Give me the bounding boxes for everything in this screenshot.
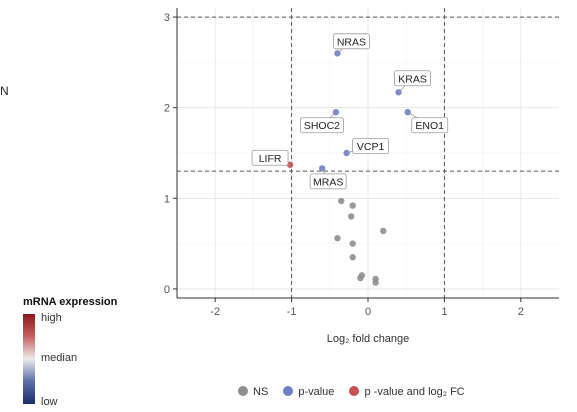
axis-ticks: -2 -1 0 1 2 0 1 2 3 xyxy=(164,12,524,318)
x-tick-label: 0 xyxy=(365,306,371,318)
legend-item-pvalue-fc: p -value and log₂ FC xyxy=(349,386,465,398)
data-point xyxy=(349,254,356,261)
data-point xyxy=(380,227,387,235)
data-point xyxy=(404,109,411,116)
data-point xyxy=(357,274,364,282)
point-legend: NS p-value p -value and log₂ FC xyxy=(238,386,477,398)
data-point xyxy=(343,149,350,157)
legend-dot-pvalue-fc xyxy=(349,386,360,396)
data-point xyxy=(338,197,345,205)
point-label-box xyxy=(411,117,449,134)
data-point xyxy=(372,279,379,286)
point-label-box xyxy=(394,70,431,87)
y-tick-label: 2 xyxy=(164,103,170,115)
x-tick-label: 1 xyxy=(441,306,447,318)
legend-dot-pvalue xyxy=(283,386,294,396)
point-label: SHOC2 xyxy=(304,120,340,132)
y-tick-label: 1 xyxy=(164,193,170,205)
point-label: KRAS xyxy=(398,73,427,85)
data-point xyxy=(334,234,341,242)
data-point xyxy=(347,213,355,220)
point-label: MRAS xyxy=(313,176,343,188)
colorbar-title: mRNA expression xyxy=(23,296,118,308)
point-label: NRAS xyxy=(337,36,366,48)
legend-item-ns: NS xyxy=(238,386,268,398)
legend-dot-ns xyxy=(238,386,248,396)
legend-label-pvalue: p-value xyxy=(298,386,335,398)
point-label: VCP1 xyxy=(357,141,385,153)
colorbar-median-label: median xyxy=(41,352,78,364)
y-tick-label: 0 xyxy=(164,284,170,296)
colorbar-gradient xyxy=(23,314,35,404)
x-axis-title: Log₂ fold change xyxy=(327,333,410,345)
point-label-box xyxy=(309,173,347,190)
y-tick-label: 3 xyxy=(164,12,170,24)
colorbar-high-label: high xyxy=(41,312,62,324)
stray-text: N xyxy=(0,84,9,98)
legend-item-pvalue: p-value xyxy=(283,386,334,398)
point-label: ENO1 xyxy=(415,120,444,132)
threshold-lines xyxy=(177,8,559,298)
legend-label-ns: NS xyxy=(253,386,269,398)
data-point xyxy=(318,165,326,172)
point-label-box xyxy=(300,117,344,134)
data-point xyxy=(349,202,356,209)
point-label-box xyxy=(352,138,390,154)
point-label-box xyxy=(333,33,370,50)
colorbar-low-label: low xyxy=(41,396,58,408)
legend-label-pvalue-fc: p -value and log₂ FC xyxy=(364,386,465,398)
data-point xyxy=(349,240,356,247)
x-tick-label: -2 xyxy=(210,306,220,318)
x-tick-label: -1 xyxy=(287,306,297,318)
colorbar-legend: mRNA expression high median low xyxy=(20,296,170,408)
point-label-box xyxy=(251,149,289,166)
point-label: LIFR xyxy=(259,153,282,165)
point-labels: NRAS KRAS ENO1 SHOC2 VCP1 MRAS LIFR xyxy=(251,33,449,190)
x-tick-label: 2 xyxy=(518,306,524,318)
